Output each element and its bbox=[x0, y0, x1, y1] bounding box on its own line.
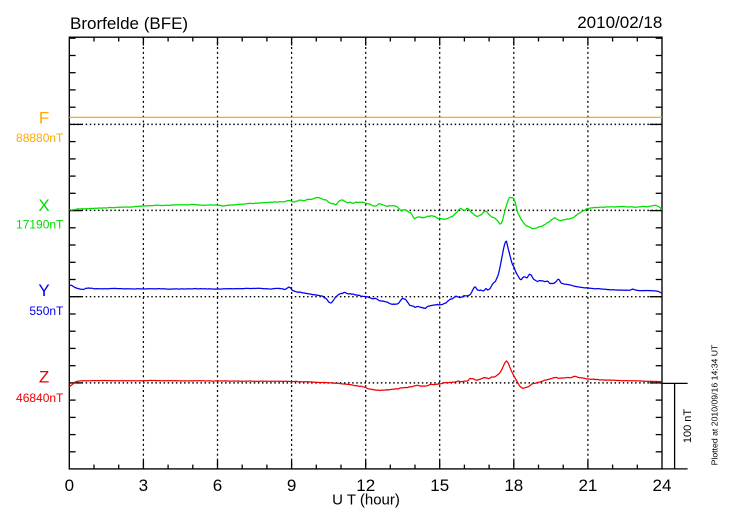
svg-text:46840nT: 46840nT bbox=[16, 391, 64, 405]
svg-text:F: F bbox=[39, 109, 49, 128]
svg-text:3: 3 bbox=[139, 476, 148, 495]
svg-text:Y: Y bbox=[38, 281, 49, 300]
svg-text:6: 6 bbox=[213, 476, 222, 495]
svg-text:Z: Z bbox=[39, 368, 49, 387]
svg-text:X: X bbox=[38, 196, 49, 215]
svg-text:100 nT: 100 nT bbox=[682, 409, 694, 444]
svg-text:24: 24 bbox=[653, 476, 672, 495]
svg-text:0: 0 bbox=[65, 476, 74, 495]
svg-text:18: 18 bbox=[504, 476, 523, 495]
svg-text:88880nT: 88880nT bbox=[16, 131, 64, 145]
svg-text:15: 15 bbox=[430, 476, 449, 495]
svg-text:Brorfelde (BFE): Brorfelde (BFE) bbox=[70, 14, 188, 33]
svg-text:2010/02/18: 2010/02/18 bbox=[577, 13, 662, 32]
svg-text:12: 12 bbox=[356, 476, 375, 495]
svg-text:550nT: 550nT bbox=[29, 304, 64, 318]
svg-text:U T (hour): U T (hour) bbox=[332, 492, 400, 509]
svg-text:21: 21 bbox=[578, 476, 597, 495]
svg-text:17190nT: 17190nT bbox=[16, 217, 64, 231]
svg-text:Plotted at 2010/09/16 14:34 UT: Plotted at 2010/09/16 14:34 UT bbox=[710, 344, 720, 465]
svg-text:9: 9 bbox=[287, 476, 296, 495]
